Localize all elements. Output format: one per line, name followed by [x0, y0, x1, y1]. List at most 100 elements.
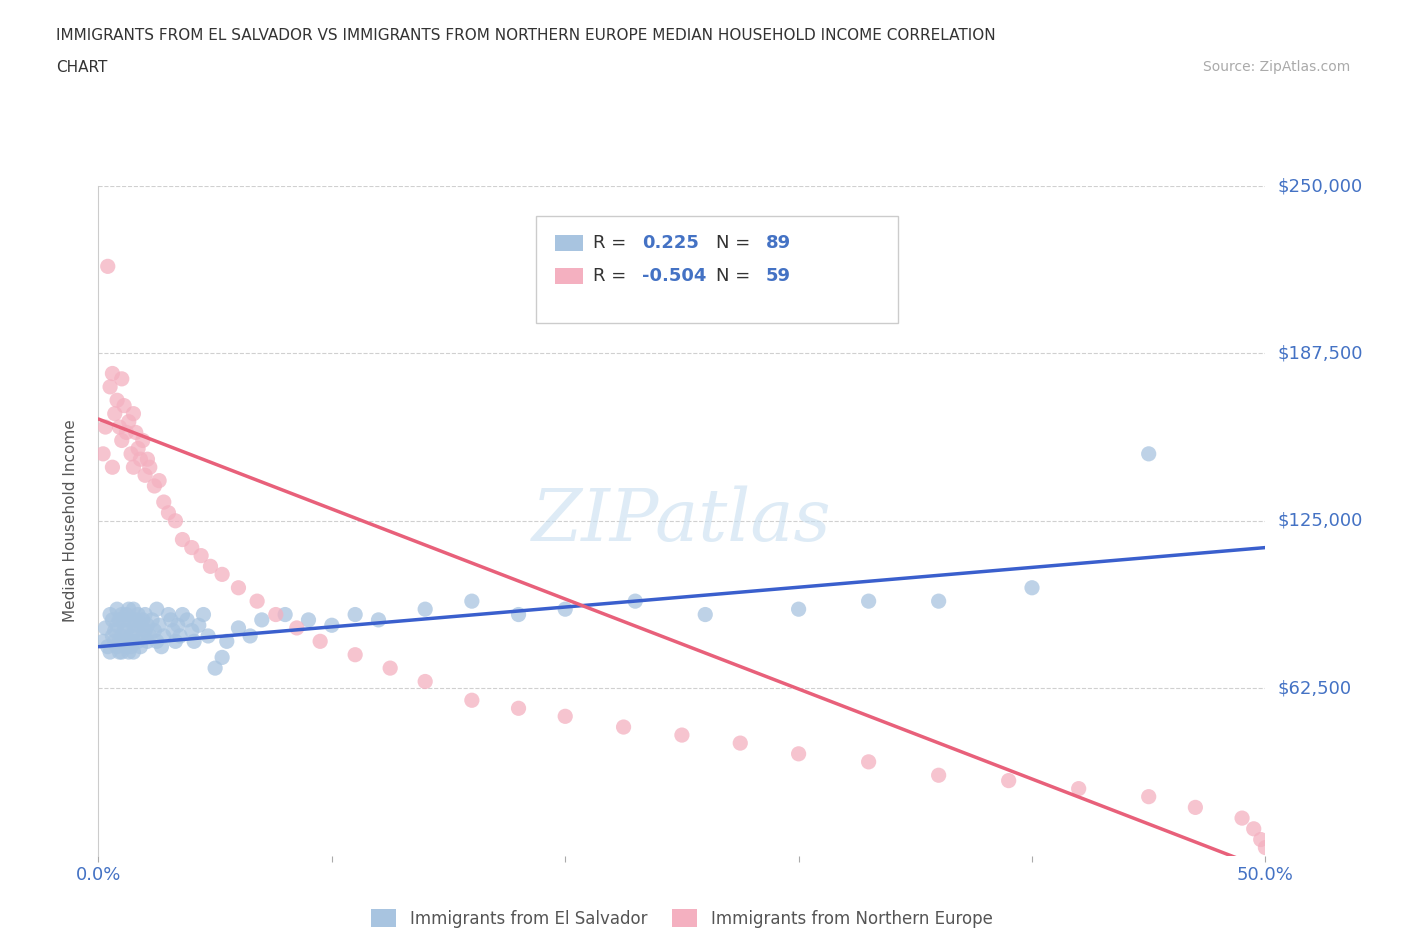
Point — [146, 634, 169, 649]
Point — [115, 607, 138, 622]
Point — [146, 602, 169, 617]
Point — [461, 693, 484, 708]
Text: Source: ZipAtlas.com: Source: ZipAtlas.com — [1202, 60, 1350, 74]
Point — [1230, 811, 1253, 826]
Point — [125, 623, 148, 638]
Point — [285, 620, 308, 635]
Point — [105, 618, 128, 632]
Point — [101, 366, 124, 381]
Point — [159, 613, 181, 628]
Point — [228, 580, 250, 595]
Point — [139, 629, 162, 644]
Point — [132, 613, 155, 628]
Point — [172, 532, 194, 547]
Point — [1254, 840, 1277, 855]
Point — [127, 607, 149, 622]
Text: 0.225: 0.225 — [643, 234, 699, 252]
Point — [204, 660, 226, 675]
Text: IMMIGRANTS FROM EL SALVADOR VS IMMIGRANTS FROM NORTHERN EUROPE MEDIAN HOUSEHOLD : IMMIGRANTS FROM EL SALVADOR VS IMMIGRANT… — [56, 28, 995, 43]
Point — [132, 433, 155, 448]
Point — [157, 607, 180, 622]
Text: CHART: CHART — [56, 60, 108, 75]
Point — [997, 773, 1019, 788]
Point — [297, 613, 319, 628]
Text: N =: N = — [716, 234, 749, 252]
Point — [624, 593, 647, 608]
Point — [139, 459, 162, 474]
Point — [1137, 446, 1160, 461]
Point — [166, 618, 188, 632]
Point — [101, 459, 124, 474]
Point — [134, 468, 156, 483]
Point — [554, 602, 576, 617]
Point — [136, 634, 159, 649]
Point — [413, 674, 436, 689]
Point — [165, 634, 187, 649]
Point — [97, 259, 120, 273]
Point — [115, 425, 138, 440]
Point — [129, 618, 152, 632]
Point — [344, 607, 367, 622]
Point — [120, 613, 142, 628]
Point — [162, 623, 184, 638]
Point — [98, 607, 121, 622]
Point — [787, 747, 810, 762]
Point — [120, 629, 142, 644]
Point — [172, 607, 194, 622]
Point — [148, 473, 170, 488]
Point — [118, 634, 141, 649]
Point — [101, 629, 124, 644]
Point — [115, 639, 138, 654]
Point — [125, 613, 148, 628]
Point — [111, 371, 134, 386]
Point — [183, 634, 205, 649]
Point — [118, 644, 141, 659]
Point — [1137, 790, 1160, 804]
Text: N =: N = — [716, 268, 749, 286]
Point — [94, 419, 117, 434]
Point — [321, 618, 343, 632]
Point — [250, 613, 273, 628]
Text: 89: 89 — [766, 234, 792, 252]
Point — [94, 620, 117, 635]
Point — [554, 709, 576, 724]
Point — [112, 634, 135, 649]
Point — [461, 593, 484, 608]
Point — [129, 639, 152, 654]
FancyBboxPatch shape — [555, 269, 582, 285]
Point — [508, 607, 530, 622]
Point — [136, 452, 159, 467]
Point — [91, 634, 114, 649]
Point — [111, 644, 134, 659]
Point — [101, 613, 124, 628]
Point — [108, 613, 131, 628]
Point — [1250, 832, 1272, 847]
Point — [152, 495, 174, 510]
Text: R =: R = — [593, 268, 627, 286]
Point — [228, 620, 250, 635]
Point — [143, 479, 166, 494]
Point — [118, 602, 141, 617]
Point — [180, 623, 202, 638]
Point — [111, 629, 134, 644]
Point — [344, 647, 367, 662]
Point — [190, 548, 212, 563]
Point — [143, 623, 166, 638]
Point — [108, 634, 131, 649]
Point — [150, 639, 173, 654]
Point — [211, 567, 233, 582]
Point — [136, 618, 159, 632]
Point — [928, 593, 950, 608]
Point — [108, 419, 131, 434]
Point — [122, 406, 145, 421]
Point — [157, 505, 180, 520]
Point — [274, 607, 297, 622]
Point — [112, 623, 135, 638]
Point — [671, 727, 693, 742]
Point — [112, 613, 135, 628]
Point — [246, 593, 269, 608]
Point — [97, 639, 120, 654]
Point — [187, 618, 209, 632]
Point — [730, 736, 752, 751]
Point — [122, 602, 145, 617]
